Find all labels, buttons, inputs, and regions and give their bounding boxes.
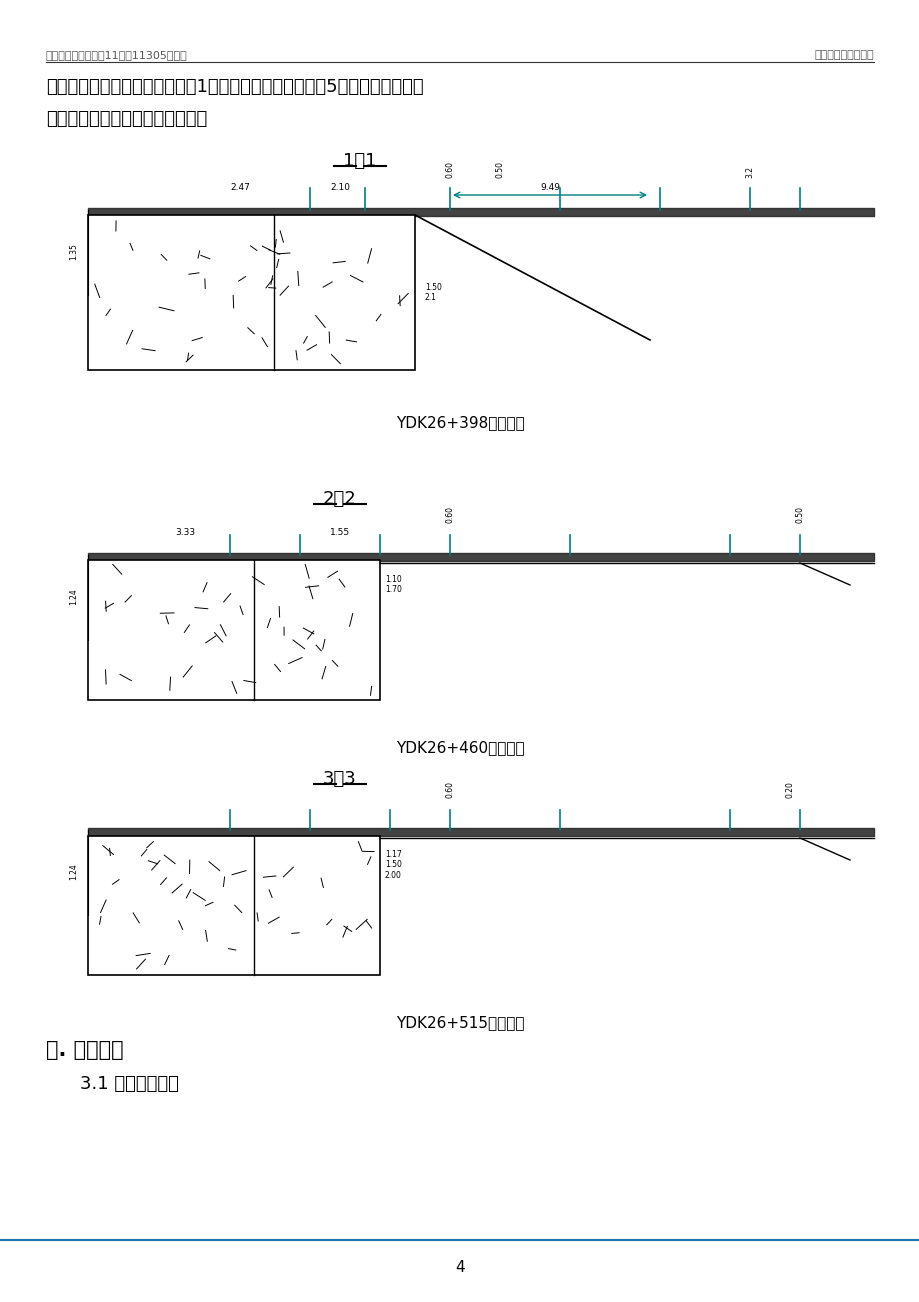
Bar (88, 215, 414, 370)
Text: 1.24: 1.24 (69, 589, 78, 605)
Text: 平行线路，里面现有一根电缆及1根光缆，横穿线路方向有5处电缆）。管线迁: 平行线路，里面现有一根电缆及1根光缆，横穿线路方向有5处电缆）。管线迁 (46, 78, 423, 96)
Text: 0.50: 0.50 (795, 506, 803, 523)
Text: 4: 4 (455, 1260, 464, 1275)
Text: 2.47: 2.47 (230, 184, 250, 191)
Text: 0.60: 0.60 (445, 506, 454, 523)
Text: 1.17
1.50
2.00: 1.17 1.50 2.00 (384, 850, 402, 880)
Bar (88, 560, 380, 700)
Bar (88, 836, 380, 975)
Text: 1.24: 1.24 (69, 863, 78, 880)
Text: 3.33: 3.33 (175, 529, 195, 536)
Text: 1－1: 1－1 (343, 152, 377, 171)
Text: 0.60: 0.60 (445, 781, 454, 798)
Text: 钻孔灌注桩施工方案: 钻孔灌注桩施工方案 (813, 49, 873, 60)
Text: 1.50
2.1: 1.50 2.1 (425, 283, 441, 302)
Text: YDK26+515横断面图: YDK26+515横断面图 (395, 1016, 524, 1030)
Text: YDK26+460横断面图: YDK26+460横断面图 (395, 740, 524, 755)
Text: 深圳市城市轨道交通11号线11305标工程: 深圳市城市轨道交通11号线11305标工程 (46, 49, 187, 60)
Text: 3－3: 3－3 (323, 769, 357, 788)
Text: 改具体详见管线改迁设计施工图。: 改具体详见管线改迁设计施工图。 (46, 109, 207, 128)
Text: 2－2: 2－2 (323, 490, 357, 508)
Text: 1.35: 1.35 (69, 243, 78, 260)
Text: 3.1 现场条件准备: 3.1 现场条件准备 (80, 1075, 178, 1092)
Text: 0.60: 0.60 (445, 161, 454, 178)
Text: YDK26+398横断面图: YDK26+398横断面图 (395, 415, 524, 430)
Text: 2.10: 2.10 (330, 184, 349, 191)
Text: 1.10
1.70: 1.10 1.70 (384, 575, 402, 595)
Text: 三. 施工准备: 三. 施工准备 (46, 1040, 123, 1060)
Text: 0.20: 0.20 (785, 781, 794, 798)
Text: 3.2: 3.2 (744, 165, 754, 178)
Text: 9.49: 9.49 (539, 184, 560, 191)
Text: 0.50: 0.50 (495, 161, 504, 178)
Text: 1.55: 1.55 (330, 529, 350, 536)
